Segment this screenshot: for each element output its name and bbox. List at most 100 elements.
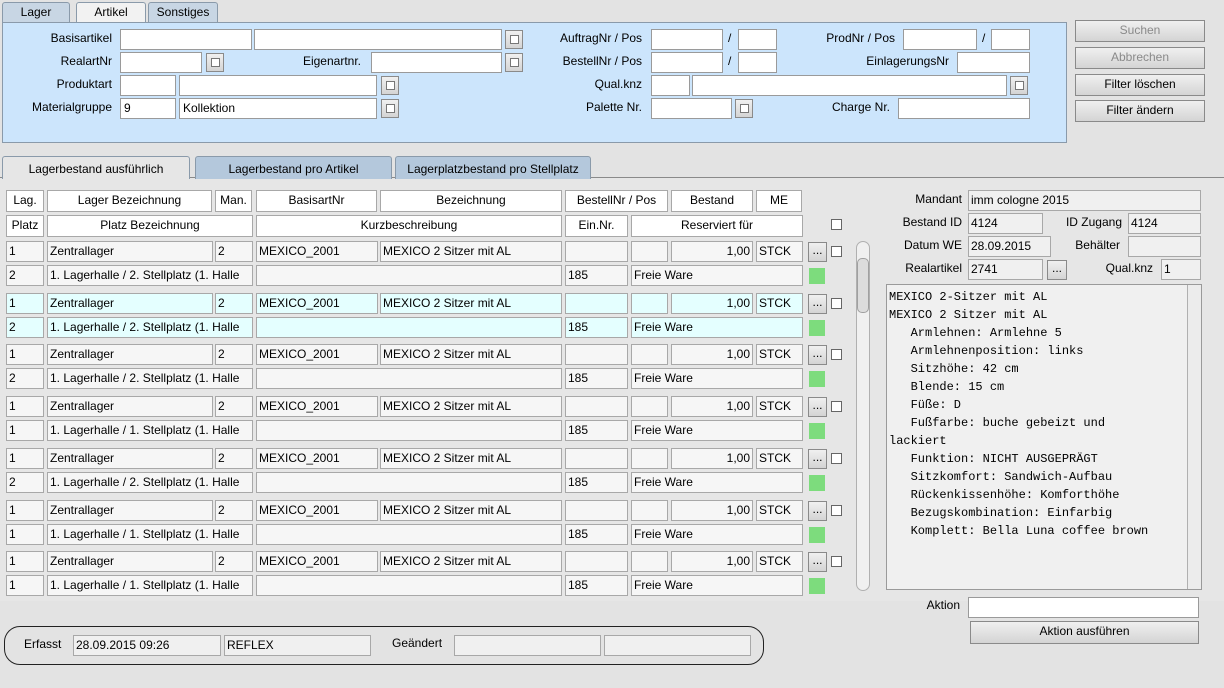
table-cell[interactable]: 1,00 [671,448,753,469]
table-cell[interactable]: Freie Ware [631,575,803,596]
table-cell[interactable] [631,500,668,521]
table-cell[interactable]: STCK [756,241,803,262]
table-cell[interactable]: MEXICO_2001 [256,293,378,314]
tab[interactable]: Lagerplatzbestand pro Stellplatz [395,156,591,179]
table-cell[interactable] [565,448,628,469]
table-cell[interactable]: 1 [6,344,44,365]
lookup-button[interactable] [505,53,523,72]
more-button[interactable]: ... [1047,260,1067,280]
tab[interactable]: Sonstiges [148,2,218,23]
checkbox[interactable] [831,219,842,230]
aktion-select[interactable] [968,597,1199,618]
scrollbar[interactable] [1187,285,1201,589]
table-cell[interactable]: Zentrallager [47,396,213,417]
table-cell[interactable]: MEXICO_2001 [256,241,378,262]
table-cell[interactable]: MEXICO 2 Sitzer mit AL [380,293,562,314]
text-field[interactable] [120,29,252,50]
scroll-thumb[interactable] [857,258,869,313]
table-cell[interactable] [565,396,628,417]
text-field[interactable] [179,75,377,96]
table-cell[interactable]: MEXICO 2 Sitzer mit AL [380,500,562,521]
tab[interactable]: Lager [2,2,70,23]
table-cell[interactable]: Freie Ware [631,317,803,338]
lookup-button[interactable] [381,99,399,118]
table-cell[interactable]: 1 [6,396,44,417]
table-cell[interactable]: MEXICO_2001 [256,396,378,417]
table-cell[interactable]: 1 [6,420,44,441]
table-cell[interactable]: 2 [215,344,253,365]
table-cell[interactable]: Freie Ware [631,265,803,286]
table-cell[interactable]: 2 [6,265,44,286]
table-cell[interactable]: 2 [6,317,44,338]
table-cell[interactable]: 1 [6,551,44,572]
table-cell[interactable]: STCK [756,344,803,365]
table-cell[interactable]: 1,00 [671,293,753,314]
action-button[interactable]: Aktion ausführen [970,621,1199,644]
more-button[interactable]: ... [808,449,827,469]
table-cell[interactable] [256,368,562,389]
text-field[interactable] [651,98,732,119]
table-cell[interactable] [631,448,668,469]
table-cell[interactable]: 1,00 [671,344,753,365]
table-cell[interactable]: 185 [565,420,628,441]
lookup-button[interactable] [206,53,224,72]
checkbox[interactable] [831,453,842,464]
text-field[interactable] [692,75,1007,96]
table-cell[interactable] [631,396,668,417]
table-cell[interactable]: STCK [756,500,803,521]
table-cell[interactable]: 185 [565,317,628,338]
checkbox[interactable] [831,505,842,516]
table-cell[interactable]: Zentrallager [47,293,213,314]
action-button[interactable]: Filter löschen [1075,74,1205,96]
table-cell[interactable]: STCK [756,551,803,572]
table-cell[interactable]: 185 [565,575,628,596]
table-cell[interactable]: 1. Lagerhalle / 2. Stellplatz (1. Halle [47,472,253,493]
checkbox[interactable] [831,401,842,412]
text-field[interactable] [254,29,502,50]
table-cell[interactable]: MEXICO 2 Sitzer mit AL [380,396,562,417]
table-cell[interactable]: 2 [6,368,44,389]
table-cell[interactable] [256,524,562,545]
table-cell[interactable]: 1. Lagerhalle / 1. Stellplatz (1. Halle [47,575,253,596]
action-button[interactable]: Abbrechen [1075,47,1205,69]
action-button[interactable]: Filter ändern [1075,100,1205,122]
table-cell[interactable]: 185 [565,524,628,545]
action-button[interactable]: Suchen [1075,20,1205,42]
table-cell[interactable] [256,317,562,338]
table-cell[interactable] [256,575,562,596]
more-button[interactable]: ... [808,345,827,365]
text-field[interactable] [371,52,502,73]
table-cell[interactable]: 2 [6,472,44,493]
text-field[interactable] [738,29,777,50]
table-cell[interactable]: 185 [565,368,628,389]
lookup-button[interactable] [505,30,523,49]
table-cell[interactable]: STCK [756,448,803,469]
scrollbar[interactable] [856,241,870,591]
table-cell[interactable] [631,293,668,314]
table-cell[interactable]: MEXICO_2001 [256,551,378,572]
table-cell[interactable]: 185 [565,265,628,286]
checkbox[interactable] [831,298,842,309]
table-cell[interactable]: 185 [565,472,628,493]
table-cell[interactable]: 1. Lagerhalle / 2. Stellplatz (1. Halle [47,265,253,286]
table-cell[interactable]: Freie Ware [631,420,803,441]
table-cell[interactable]: MEXICO_2001 [256,448,378,469]
table-cell[interactable]: Freie Ware [631,368,803,389]
text-field[interactable] [120,75,176,96]
table-cell[interactable]: MEXICO 2 Sitzer mit AL [380,448,562,469]
tab[interactable]: Artikel [76,2,146,23]
text-field[interactable] [898,98,1030,119]
tab[interactable]: Lagerbestand pro Artikel [195,156,392,179]
text-field[interactable] [120,52,202,73]
table-cell[interactable]: MEXICO 2 Sitzer mit AL [380,241,562,262]
table-cell[interactable] [565,293,628,314]
more-button[interactable]: ... [808,242,827,262]
text-field[interactable] [651,52,723,73]
table-cell[interactable]: 1,00 [671,551,753,572]
tab[interactable]: Lagerbestand ausführlich [2,156,190,179]
table-cell[interactable]: 1 [6,293,44,314]
table-cell[interactable]: MEXICO_2001 [256,344,378,365]
more-button[interactable]: ... [808,294,827,314]
table-cell[interactable]: STCK [756,293,803,314]
table-cell[interactable] [565,551,628,572]
